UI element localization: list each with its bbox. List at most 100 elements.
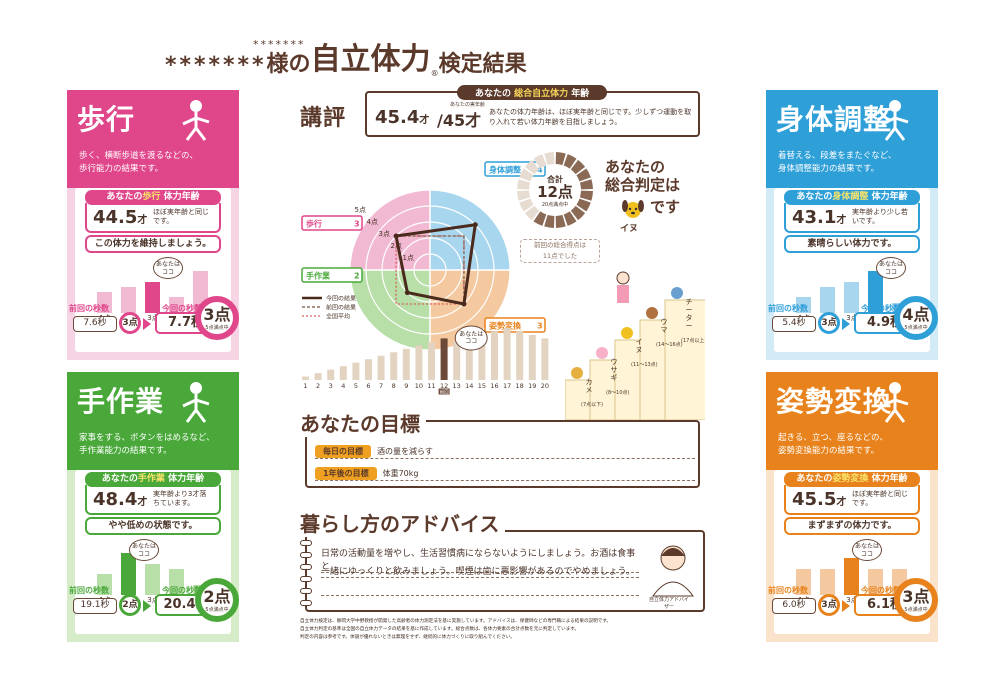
hand-bar-label-3: 3点 — [147, 596, 159, 604]
stair-animal-name-1-1: カ — [586, 378, 593, 386]
radar-axis-label-3: 手作業 — [306, 271, 331, 281]
dist-bar-1 — [302, 376, 309, 380]
judgement-desu: です — [650, 198, 681, 216]
radar-quadrant-3 — [350, 270, 430, 350]
stair-animal-name-5-2: ー — [686, 306, 693, 314]
dist-label-2: 2 — [316, 382, 320, 390]
walk-description: 歩く、横断歩道を渡るなどの、 歩行能力の結果です。 — [79, 151, 199, 174]
dist-bubble-text-2: ココ — [465, 338, 477, 345]
posture-bar-2 — [820, 568, 835, 595]
name-ruby: ******* — [253, 38, 306, 51]
title-suffix: 検定結果 — [438, 52, 527, 77]
body-you-are-here-bubble: あなたは ココ — [876, 257, 906, 279]
hand-bar-3 — [145, 563, 160, 595]
dist-label-8: 8 — [392, 382, 396, 390]
score-segment-3 — [570, 159, 586, 175]
score-segment-10 — [555, 214, 566, 228]
judgement-line2: 総合判定は — [605, 176, 681, 194]
dist-bar-5 — [352, 362, 360, 380]
body-bar-1 — [796, 297, 811, 313]
body-panel: 身体調整 着替える、段差をまたぐなど、 身体調整能力の結果です。 あなたの身体調整… — [766, 90, 938, 360]
score-segment-20 — [544, 152, 555, 166]
stair-animal-name-2-1: ウ — [611, 358, 618, 366]
advice-box: 日常の活動量を増やし、生活習慣病にならないようにしましょう。お酒は食事と 一緒に… — [300, 530, 705, 612]
body-age-box: 43.1才 実年齢より少し若いです。 — [784, 203, 920, 233]
posture-header: 姿勢変換 起きる、立つ、座るなどの、 姿勢変換能力の結果です。 — [766, 372, 938, 470]
body-arrow-icon — [842, 318, 850, 330]
daily-goal-tag: 毎日の目標 — [315, 444, 371, 458]
stair-animal-name-5-4: ー — [686, 322, 693, 330]
score-segment-9 — [563, 211, 577, 226]
footer-line-2: 自立体力判定の基準は全国の自立体力データの結果を基に作成しています。総合点数は、… — [300, 627, 580, 632]
stair-animal-range-2: (8〜10点) — [606, 390, 629, 396]
title-main: 自立体力 — [310, 42, 431, 77]
radar-legend-label-1: 今回の結果 — [326, 295, 356, 303]
score-segment-18 — [524, 159, 540, 175]
radar-point-1 — [472, 222, 478, 228]
radar-legend-label-3: 全国平均 — [326, 313, 350, 321]
body-title: 身体調整 — [776, 103, 893, 136]
score-segment-13 — [524, 205, 540, 221]
stair-animal-name-3-1: イ — [636, 338, 643, 346]
dist-label-15: 15 — [478, 382, 486, 390]
walk-age-note: ほぼ実年齢と同じです。 — [153, 208, 209, 225]
hand-age-value: 48.4才 — [93, 488, 148, 510]
judgement-animal: イヌ — [620, 224, 639, 234]
radar-quadrant-2 — [430, 270, 510, 350]
advisor-label: 自立体力アドバイザー — [649, 597, 690, 610]
posture-arrow-icon — [842, 600, 850, 612]
stair-animal-name-2-3: ギ — [611, 374, 618, 382]
radar-axis-label-box-4 — [301, 215, 363, 231]
walk-header: 歩行 歩く、横断歩道を渡るなどの、 歩行能力の結果です。 — [67, 90, 239, 188]
posture-bar-label-3: 3点 — [846, 596, 858, 604]
radar-chart: 1点 2点 3点 4点 5点 身体調整 4 姿勢変換 3 手作業 2 歩行 3 今回の結果 前回の結果 全国平… — [300, 150, 560, 370]
radar-axis-score-4: 3 — [354, 220, 360, 229]
dist-bar-20 — [541, 338, 549, 380]
radar-point-2 — [461, 301, 467, 307]
dist-bar-19 — [528, 334, 536, 380]
radar-axis-label-box-3 — [301, 267, 363, 283]
body-age-note: 実年齢より少し若いです。 — [852, 208, 908, 225]
stair-animal-name-5-3: タ — [686, 313, 693, 322]
dist-label-14: 14 — [465, 382, 473, 390]
body-bar-3 — [844, 281, 859, 313]
radar-legend-label-2: 前回の結果 — [326, 304, 356, 312]
dog-icon — [622, 200, 644, 218]
dist-label-20: 20 — [541, 382, 549, 390]
footer-notes: 自立体力検定は、静岡大学中野教授が開発した高齢者の体力測定法を基に実施しています… — [300, 618, 715, 642]
dist-label-19: 19 — [528, 382, 536, 390]
stair-animal-name-5-1: チ — [686, 298, 693, 306]
posture-now-point: 3点 5点満点中 — [894, 578, 938, 622]
review-text: あなたの体力年齢は、ほぼ実年齢と同じです。少しずつ運動を取り入れて若い体力年齢を… — [489, 108, 692, 126]
dist-label-7: 7 — [379, 382, 383, 390]
walk-now-point: 3点 5点満点中 — [195, 296, 239, 340]
posture-age-value: 45.5才 — [792, 488, 847, 510]
hand-you-are-here-bubble: あなたは ココ — [129, 539, 159, 561]
dist-label-4: 4 — [341, 382, 345, 390]
radar-quadrant-1 — [430, 190, 510, 270]
total-sub: 20点満点中 — [542, 201, 568, 208]
radar-axis-score-2: 3 — [537, 322, 543, 331]
judgement: あなたの 総合判定は です イヌ — [605, 158, 681, 234]
score-segment-7 — [576, 198, 591, 212]
posture-description: 起きる、立つ、座るなどの、 姿勢変換能力の結果です。 — [778, 433, 888, 456]
dist-bar-4 — [339, 366, 347, 380]
dist-bar-18 — [516, 331, 524, 380]
user-name: ******* — [165, 53, 267, 78]
body-prev-label: 前回の秒数 — [768, 304, 808, 313]
total-value: 12点 — [537, 183, 573, 201]
person-icon — [616, 271, 630, 285]
posture-you-are-here-bubble: あなたは ココ — [852, 539, 882, 561]
posture-age-note: ほぼ実年齢と同じです。 — [852, 490, 908, 507]
stair-animal-name-2-2: サ — [611, 366, 618, 374]
dist-bar-9 — [402, 348, 410, 380]
body-description: 着替える、段差をまたぐなど、 身体調整能力の結果です。 — [778, 151, 897, 174]
walk-prev-point: 3点 — [119, 312, 141, 334]
advice-line-1: 日常の活動量を増やし、生活習慣病にならないようにしましょう。お酒は食事と — [321, 546, 639, 573]
total-label: 合計 — [546, 174, 563, 184]
dist-bar-17 — [503, 328, 511, 380]
score-segment-2 — [563, 154, 577, 169]
posture-verdict: まずまずの体力です。 — [784, 517, 920, 535]
body-bar-label-3: 3点 — [846, 314, 858, 322]
